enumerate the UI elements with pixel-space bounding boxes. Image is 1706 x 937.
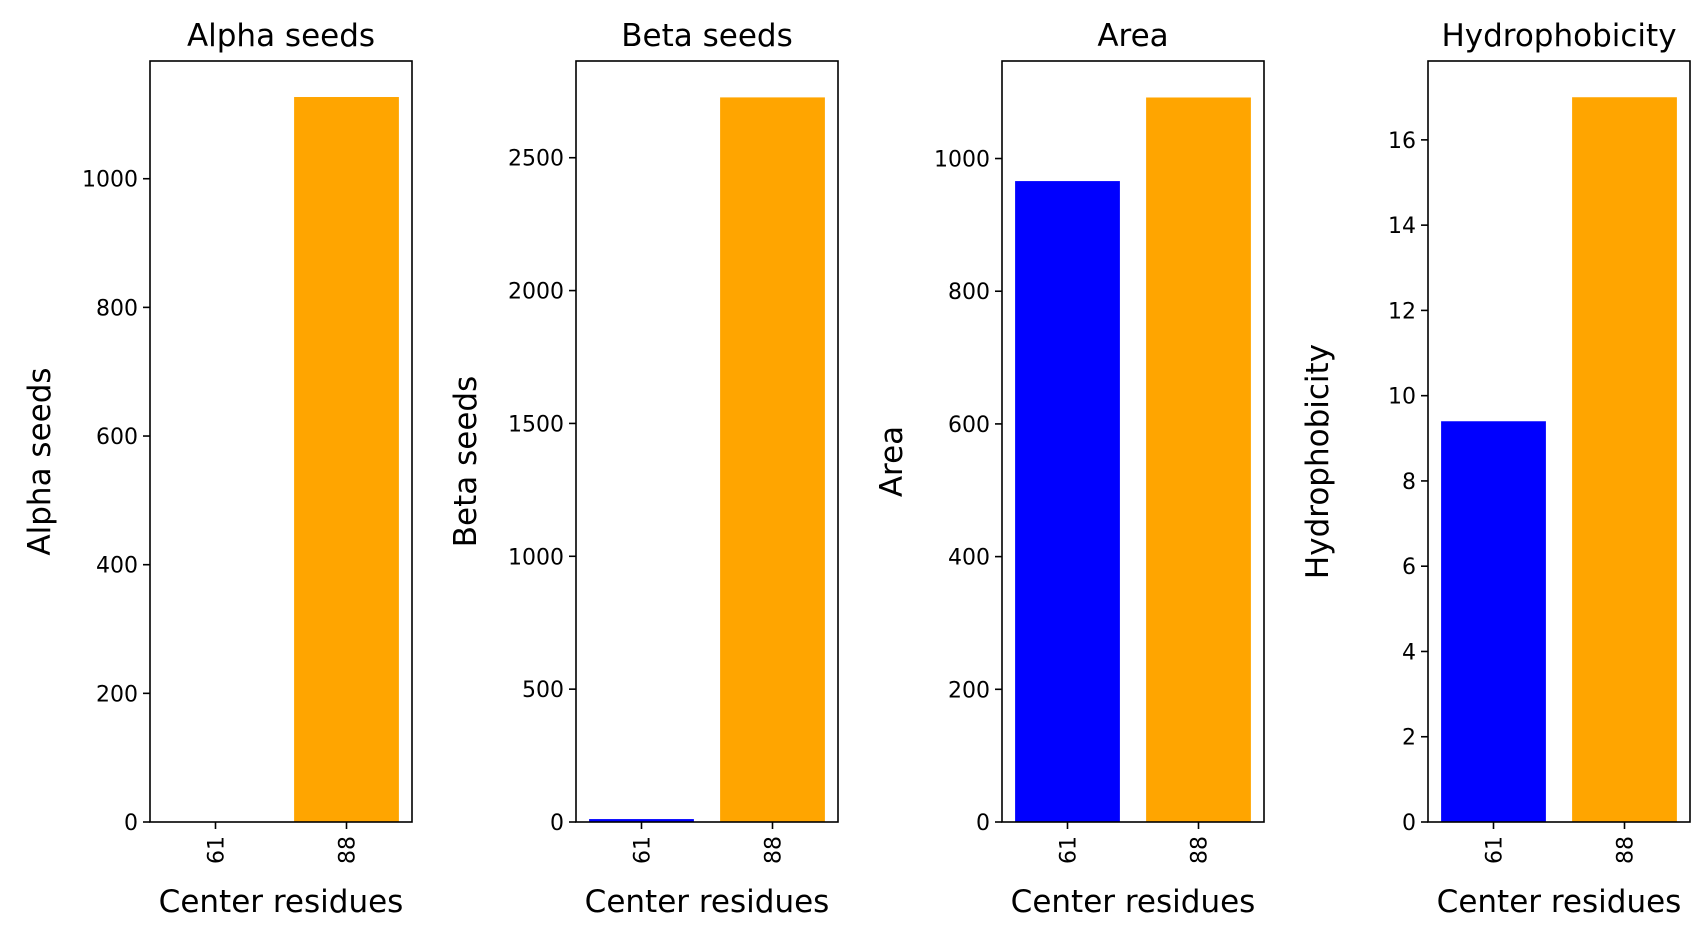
subplot-title: Beta seeds	[621, 18, 792, 54]
x-tick-label: 88	[336, 836, 361, 864]
subplot-title: Area	[1097, 18, 1168, 54]
y-tick-label: 800	[96, 296, 138, 321]
axes-frame	[575, 60, 839, 823]
x-tick-label: 88	[1614, 836, 1639, 864]
subplot-2: 61 88 0 500 1000 1500 2000 2500 Beta seeds Center…	[448, 18, 839, 920]
y-tick-label: 600	[948, 413, 990, 438]
axes-frame	[1427, 60, 1691, 823]
x-tick-label: 61	[205, 836, 230, 864]
y-tick-label: 1500	[508, 412, 564, 437]
x-tick-label: 61	[1483, 836, 1508, 864]
y-axis-label: Alpha seeds	[22, 367, 58, 555]
x-axis-label: Center residues	[1437, 884, 1682, 920]
axes-frame	[149, 60, 413, 823]
y-tick-label: 800	[948, 280, 990, 305]
y-tick-label: 2500	[508, 147, 564, 172]
x-tick-label: 61	[631, 836, 656, 864]
y-axis-label: Hydrophobicity	[1300, 344, 1336, 579]
y-tick-label: 1000	[934, 148, 990, 173]
subplot-title: Hydrophobicity	[1441, 18, 1676, 54]
x-axis-label: Center residues	[1011, 884, 1256, 920]
y-tick-label: 10	[1388, 385, 1416, 410]
bar-88	[1146, 97, 1251, 823]
subplot-1: 61 88 0 200 400 600 800 1000 Alpha seeds Center r…	[22, 18, 413, 920]
y-axis-label: Area	[874, 426, 910, 497]
subplot-3: 61 88 0 200 400 600 800 1000 Area Center residues…	[874, 18, 1265, 920]
subplot-title: Alpha seeds	[187, 18, 375, 54]
y-axis-label: Beta seeds	[448, 376, 484, 547]
y-tick-label: 14	[1388, 214, 1416, 239]
bar-88	[294, 97, 399, 822]
y-tick-label: 0	[124, 811, 138, 836]
y-tick-label: 4	[1402, 640, 1416, 665]
y-tick-label: 2	[1402, 726, 1416, 751]
y-tick-label: 0	[976, 811, 990, 836]
y-tick-label: 16	[1388, 129, 1416, 154]
y-tick-label: 500	[522, 678, 564, 703]
bar-61	[1015, 181, 1120, 823]
x-tick-label: 88	[1188, 836, 1213, 864]
bar-61	[1441, 421, 1546, 822]
x-tick-label: 88	[762, 836, 787, 864]
y-tick-label: 200	[96, 682, 138, 707]
x-axis-label: Center residues	[585, 884, 830, 920]
y-tick-label: 12	[1388, 299, 1416, 324]
y-tick-label: 1000	[82, 168, 138, 193]
y-tick-label: 400	[948, 546, 990, 571]
y-tick-label: 2000	[508, 280, 564, 305]
y-tick-label: 0	[550, 811, 564, 836]
x-tick-label: 61	[1057, 836, 1082, 864]
axes-frame	[1001, 60, 1265, 823]
y-tick-label: 0	[1402, 811, 1416, 836]
y-tick-label: 8	[1402, 470, 1416, 495]
bar-61	[589, 819, 694, 822]
subplot-4: 61 88 0 2 4 6 8 10 12 14 16 Hydrophobicity Center re…	[1300, 18, 1691, 920]
bar-88	[720, 97, 825, 822]
x-axis-label: Center residues	[159, 884, 404, 920]
y-tick-label: 1000	[508, 545, 564, 570]
y-tick-label: 600	[96, 425, 138, 450]
y-tick-label: 400	[96, 554, 138, 579]
bar-88	[1572, 97, 1677, 823]
y-tick-label: 6	[1402, 555, 1416, 580]
y-tick-label: 200	[948, 678, 990, 703]
